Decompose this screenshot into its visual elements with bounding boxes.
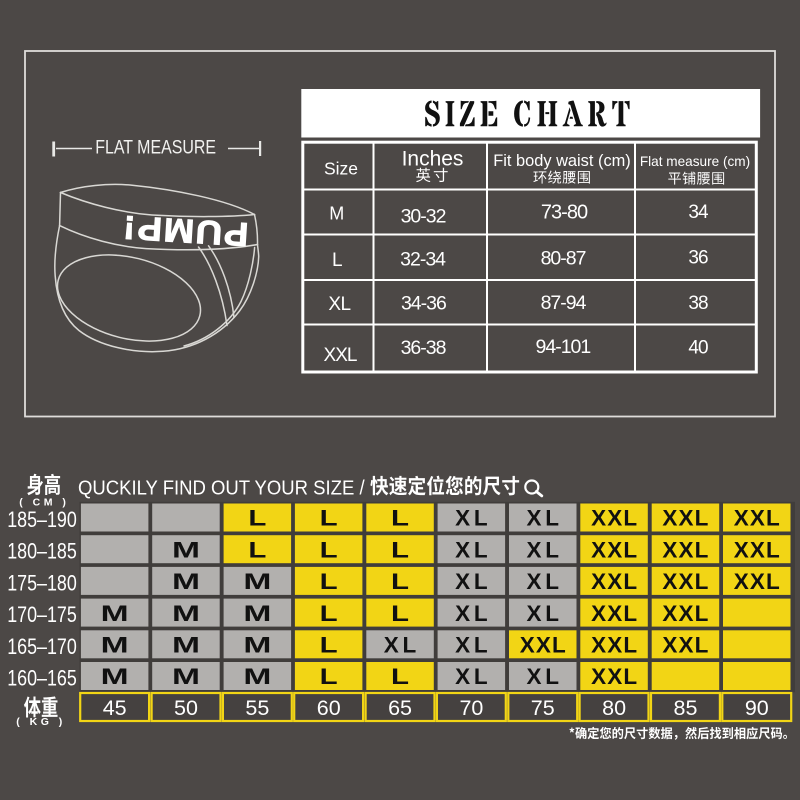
svg-text:M: M	[172, 537, 200, 562]
svg-text:XXL: XXL	[591, 569, 637, 594]
svg-text:75: 75	[531, 696, 555, 720]
svg-text:XXL: XXL	[591, 601, 637, 626]
svg-text:L: L	[391, 537, 409, 562]
svg-text:32-34: 32-34	[400, 249, 446, 271]
svg-text:55: 55	[245, 696, 269, 720]
svg-text:L: L	[320, 601, 338, 626]
svg-text:M: M	[101, 601, 129, 626]
svg-text:L: L	[248, 537, 266, 562]
svg-text:L: L	[391, 569, 409, 594]
svg-text:M: M	[101, 633, 129, 658]
svg-text:XXL: XXL	[662, 633, 708, 658]
svg-text:80-87: 80-87	[541, 247, 586, 269]
svg-text:L: L	[391, 506, 409, 531]
svg-text:XXL: XXL	[662, 537, 708, 562]
svg-text:73-80: 73-80	[541, 202, 588, 224]
svg-text:( KG ): ( KG )	[16, 716, 66, 728]
svg-text:L: L	[320, 664, 338, 689]
svg-text:87-94: 87-94	[541, 292, 587, 314]
svg-text:M: M	[172, 633, 200, 658]
svg-text:L: L	[320, 537, 338, 562]
svg-text:XXL: XXL	[591, 537, 637, 562]
svg-text:XXL: XXL	[662, 569, 708, 594]
svg-text:36-38: 36-38	[401, 337, 446, 359]
svg-text:( CM ): ( CM )	[19, 497, 69, 509]
svg-text:XXL: XXL	[662, 601, 708, 626]
svg-text:185–190: 185–190	[7, 508, 77, 532]
svg-text:M: M	[101, 664, 129, 689]
svg-text:XXL: XXL	[734, 569, 780, 594]
svg-text:L: L	[248, 506, 266, 531]
svg-text:XXL: XXL	[662, 506, 708, 531]
svg-text:FLAT MEASURE: FLAT MEASURE	[95, 136, 216, 158]
svg-text:XXL: XXL	[734, 506, 780, 531]
svg-text:38: 38	[688, 293, 708, 314]
svg-text:175–180: 175–180	[7, 572, 77, 596]
svg-text:65: 65	[388, 696, 412, 720]
svg-text:50: 50	[174, 696, 198, 720]
svg-text:36: 36	[688, 248, 708, 269]
svg-text:L: L	[332, 250, 342, 271]
svg-text:QUCKILY FIND OUT YOUR SIZE /: QUCKILY FIND OUT YOUR SIZE /	[78, 476, 365, 499]
svg-text:85: 85	[673, 696, 697, 720]
svg-text:Flat measure (cm): Flat measure (cm)	[640, 154, 750, 169]
svg-text:L: L	[320, 506, 338, 531]
svg-text:Inches: Inches	[402, 148, 464, 171]
svg-text:M: M	[243, 569, 271, 594]
svg-text:XXL: XXL	[591, 633, 637, 658]
svg-text:L: L	[391, 601, 409, 626]
svg-text:M: M	[172, 601, 200, 626]
svg-text:M: M	[243, 664, 271, 689]
svg-text:170–175: 170–175	[7, 604, 77, 628]
svg-text:180–185: 180–185	[7, 540, 77, 564]
svg-text:XXL: XXL	[591, 664, 637, 689]
svg-text:30-32: 30-32	[401, 206, 446, 228]
svg-text:60: 60	[317, 696, 341, 720]
svg-text:160–165: 160–165	[7, 667, 77, 691]
svg-text:34-36: 34-36	[401, 293, 446, 315]
svg-text:L: L	[320, 633, 338, 658]
svg-text:XXL: XXL	[734, 537, 780, 562]
svg-text:M: M	[329, 204, 344, 224]
svg-text:XXL: XXL	[520, 633, 566, 658]
svg-text:165–170: 165–170	[7, 635, 77, 659]
svg-text:94-101: 94-101	[536, 336, 591, 358]
svg-text:34: 34	[688, 202, 709, 223]
svg-text:70: 70	[459, 696, 483, 720]
svg-text:M: M	[172, 664, 200, 689]
svg-text:XL: XL	[328, 294, 350, 315]
svg-text:80: 80	[602, 696, 626, 720]
svg-text:L: L	[391, 664, 409, 689]
svg-text:M: M	[172, 569, 200, 594]
svg-text:45: 45	[103, 696, 127, 720]
svg-text:90: 90	[745, 696, 769, 720]
svg-text:Fit body waist (cm): Fit body waist (cm)	[493, 152, 631, 170]
svg-text:M: M	[243, 601, 271, 626]
svg-text:L: L	[320, 569, 338, 594]
svg-text:40: 40	[688, 338, 708, 359]
svg-text:M: M	[243, 633, 271, 658]
svg-text:XXL: XXL	[324, 345, 357, 366]
svg-text:Size: Size	[324, 159, 358, 179]
svg-text:XXL: XXL	[591, 506, 637, 531]
